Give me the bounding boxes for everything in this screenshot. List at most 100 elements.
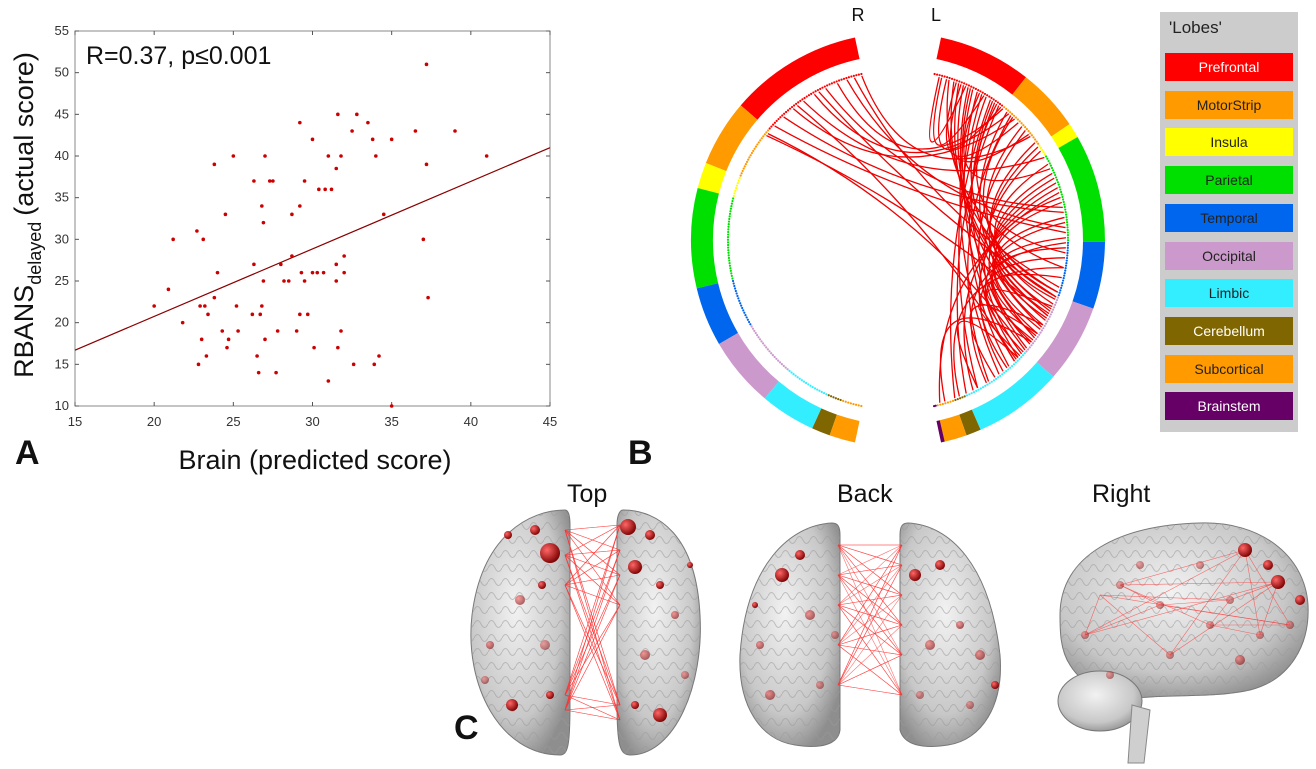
brain-link (564, 549, 621, 586)
connection-link (825, 87, 1063, 209)
brain-node (916, 691, 924, 699)
node-dot (1016, 359, 1019, 362)
brain-link (1244, 549, 1261, 636)
node-dot (1066, 231, 1069, 234)
node-dot (807, 94, 811, 97)
brain-link (564, 549, 621, 696)
correlation-annotation: R=0.37, p≤0.001 (86, 42, 271, 70)
legend-item-subcortical: Subcortical (1165, 354, 1293, 383)
node-dot (992, 98, 995, 101)
node-dot (825, 393, 828, 396)
node-dot (1054, 303, 1057, 307)
brain-node (909, 569, 921, 581)
right-view-nodes (1081, 543, 1305, 679)
node-dot (781, 114, 784, 117)
node-dot (832, 396, 835, 399)
connection-link (963, 92, 1051, 182)
panel-label-b: B (628, 434, 653, 472)
brain-node (504, 531, 512, 539)
node-dot (954, 398, 957, 402)
node-dot (965, 83, 968, 86)
brain-node (1156, 601, 1164, 609)
node-dot (967, 84, 971, 87)
brain-node (975, 650, 985, 660)
node-dot (946, 401, 950, 404)
node-dot (728, 212, 732, 215)
node-dot (951, 399, 955, 402)
node-dot (1018, 357, 1021, 361)
brain-node (645, 530, 655, 540)
connection-link (774, 125, 1066, 234)
node-dot (743, 311, 746, 314)
node-dot (810, 92, 813, 95)
node-dot (735, 292, 738, 295)
data-point (299, 270, 304, 275)
brain-link (564, 524, 621, 556)
brain-link (564, 549, 621, 711)
lobe-segment-right-cerebellum (812, 408, 837, 436)
node-dot (1052, 171, 1056, 174)
data-point (203, 304, 207, 308)
node-dot (762, 135, 765, 138)
node-dot (840, 78, 843, 81)
node-dot (743, 165, 746, 168)
node-dot (847, 401, 850, 404)
node-dot (1025, 128, 1028, 131)
node-dot (754, 145, 758, 148)
node-dot (1055, 298, 1059, 302)
node-dot (1000, 104, 1004, 107)
node-dot (1055, 178, 1059, 181)
node-dot (958, 80, 961, 83)
node-dot (1066, 241, 1070, 244)
y-tick-label: 25 (55, 273, 69, 288)
brain-node (756, 641, 764, 649)
brain-link (564, 524, 621, 586)
node-dot (1039, 331, 1042, 334)
lobe-segment-left-prefrontal (936, 37, 1026, 95)
node-dot (981, 91, 984, 94)
brain-node (1206, 621, 1214, 629)
data-point (317, 187, 321, 192)
brain-link (1119, 581, 1279, 586)
node-dot (771, 354, 774, 357)
node-dot (811, 385, 814, 389)
node-dot (829, 395, 833, 398)
legend-item-cerebellum: Cerebellum (1165, 316, 1293, 345)
node-dot (738, 176, 741, 180)
node-dot (748, 156, 751, 159)
node-dot (816, 88, 820, 92)
data-point (326, 154, 331, 158)
node-dot (1038, 333, 1041, 336)
node-dot (1056, 181, 1059, 184)
node-dot (1027, 130, 1030, 133)
panel-label-a: A (15, 434, 40, 472)
brain-link (564, 709, 621, 721)
node-dot (794, 374, 797, 377)
node-dot (977, 88, 980, 92)
data-point (171, 237, 175, 242)
node-dots (726, 72, 1070, 408)
legend-item-motorstrip: MotorStrip (1165, 90, 1293, 119)
node-dot (760, 340, 763, 343)
node-dot (736, 294, 739, 298)
data-point (290, 212, 294, 217)
brain-node (1295, 595, 1305, 605)
node-dot (1064, 267, 1067, 270)
brain-link (1159, 599, 1231, 606)
brain-node (1081, 631, 1089, 639)
brain-node (530, 525, 540, 535)
data-point (421, 237, 426, 242)
node-dot (1041, 148, 1044, 152)
node-dot (765, 131, 768, 134)
node-dot (1066, 234, 1070, 237)
connection-link (945, 82, 1019, 158)
node-dot (833, 81, 836, 84)
brain-link (564, 694, 621, 706)
brain-node (1116, 581, 1124, 589)
brain-node (1136, 561, 1144, 569)
node-dot (837, 79, 841, 82)
node-dot (730, 274, 733, 278)
view-label-right: Right (1092, 480, 1151, 508)
brain-node (640, 650, 650, 660)
left-hemisphere-label: L (931, 5, 941, 25)
